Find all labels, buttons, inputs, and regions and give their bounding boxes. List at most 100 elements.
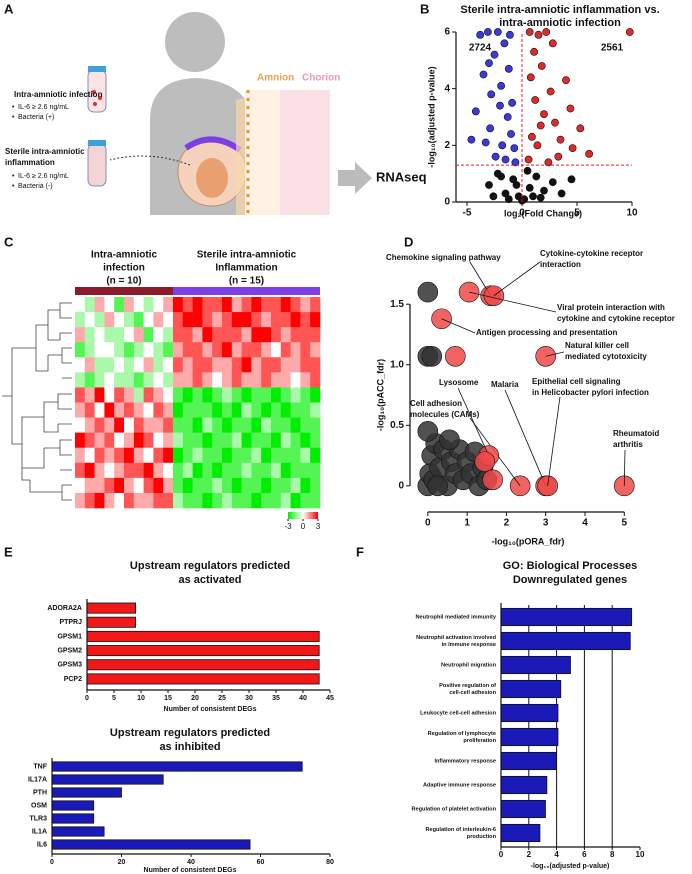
criterion: Bacteria (+) (18, 114, 54, 121)
heat-cell (75, 447, 86, 464)
point-label: Cytokine-cytokine receptor (540, 249, 643, 258)
heat-cell (202, 387, 213, 403)
point (554, 152, 563, 161)
heat-cell (202, 432, 213, 449)
bullet: • (12, 114, 15, 121)
x-tick-label: 0 (499, 850, 504, 859)
heat-cell (94, 312, 105, 328)
heat-cell (261, 477, 272, 494)
heat-cell (75, 492, 86, 509)
panel-letter: B (420, 1, 429, 16)
point (467, 135, 476, 144)
x-axis-label: Number of consistent DEGs (144, 867, 237, 874)
heat-cell (75, 462, 86, 479)
x-tick-label: 0 (425, 518, 431, 529)
category-label: proliferation (463, 738, 496, 744)
heat-cell (114, 447, 125, 464)
heat-cell (271, 402, 282, 418)
leader-line (468, 291, 557, 313)
heat-cell (241, 357, 252, 373)
heat-cell (222, 492, 233, 509)
criterion: IL-6 ≥ 2.6 ng/mL (18, 104, 69, 111)
heat-cell (212, 357, 223, 373)
annotation: 2724 (469, 43, 492, 54)
group-label: (n = 10) (106, 276, 141, 287)
heat-cell (104, 357, 115, 373)
heat-cell (290, 357, 301, 373)
heat-cell (192, 357, 203, 373)
x-tick-label: 20 (118, 859, 126, 866)
heat-cell (124, 432, 135, 449)
heat-cell (182, 492, 193, 509)
heat-cell (300, 477, 311, 494)
heat-cell (241, 477, 252, 494)
criterion: IL-6 ≥ 2.6 ng/mL (18, 173, 69, 180)
category-label: GPSM3 (57, 662, 82, 669)
heat-cell (271, 357, 282, 373)
point (487, 90, 496, 99)
point-label: Natural killer cell (565, 341, 629, 350)
leader-line (457, 387, 490, 456)
heat-cell (114, 342, 125, 358)
heat-cell (280, 477, 291, 494)
heat-cell (231, 357, 242, 373)
point-label: Lysosome (439, 378, 479, 387)
heat-cell (124, 417, 135, 433)
point (503, 113, 512, 121)
heat-cell (241, 342, 252, 358)
heat-cell (310, 492, 321, 509)
heat-cell (75, 297, 86, 313)
heat-cell (212, 462, 223, 479)
heat-cell (124, 342, 135, 358)
heat-cell (251, 462, 262, 479)
heat-cell (261, 342, 272, 358)
category-label: IL17A (28, 776, 47, 783)
heat-cell (173, 447, 184, 464)
heat-cell (163, 312, 174, 328)
heat-cell (124, 297, 135, 313)
heat-cell (192, 342, 203, 358)
x-tick-label: 2 (504, 518, 510, 529)
heat-cell (133, 342, 144, 358)
heat-cell (231, 387, 242, 403)
point (510, 144, 519, 153)
heat-cell (133, 432, 144, 449)
x-tick-label: 1 (464, 518, 470, 529)
category-label: ADORA2A (47, 605, 82, 612)
point (511, 158, 520, 167)
group-label: infection (103, 263, 145, 274)
heat-cell (163, 387, 174, 403)
heat-cell (212, 312, 223, 328)
category-label: Inflammatory response (434, 758, 496, 764)
point (536, 121, 545, 130)
x-tick-label: 4 (582, 518, 588, 529)
heat-cell (153, 447, 164, 464)
heat-cell (280, 417, 291, 433)
heat-cell (300, 447, 311, 464)
category-label: TLR3 (30, 815, 48, 822)
heat-cell (251, 447, 262, 464)
heat-cell (212, 492, 223, 509)
heat-cell (231, 462, 242, 479)
heat-cell (261, 462, 272, 479)
x-tick-label: 0 (50, 859, 54, 866)
heat-cell (133, 462, 144, 479)
heat-cell (261, 372, 272, 388)
heat-cell (143, 387, 154, 403)
heat-cell (133, 357, 144, 373)
category-label: PTPRJ (59, 619, 82, 626)
heat-cell (261, 357, 272, 373)
heat-cell (271, 297, 282, 313)
bar (51, 761, 303, 772)
point (576, 124, 585, 133)
category-label: Regulation of interleukin-6 (425, 827, 496, 833)
heat-cell (133, 417, 144, 433)
heat-cell (290, 387, 301, 403)
heat-cell (75, 327, 86, 343)
tube-cap (88, 66, 106, 72)
heat-cell (153, 357, 164, 373)
heat-cell (290, 297, 301, 313)
leader-line (547, 396, 561, 486)
heat-cell (84, 432, 95, 449)
